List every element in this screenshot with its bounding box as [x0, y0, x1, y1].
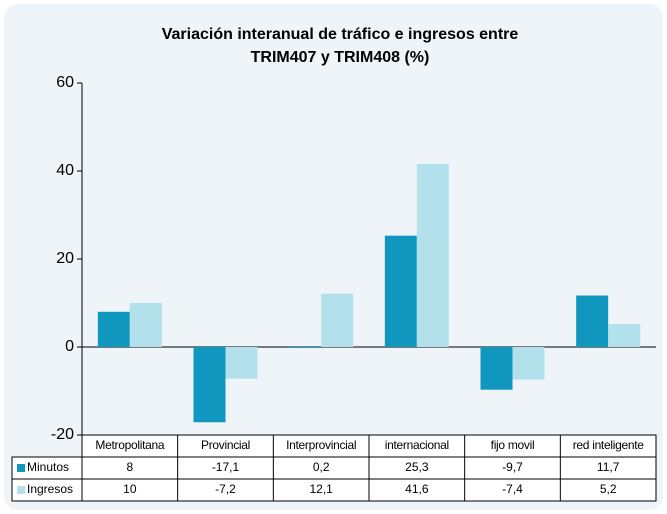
- y-tick-label: 0: [65, 338, 74, 355]
- data-label: 0,2: [313, 460, 330, 474]
- data-label: -9,7: [502, 460, 523, 474]
- data-label: 8: [126, 460, 133, 474]
- bar: [512, 347, 545, 380]
- x-tick-label: red inteligente: [573, 438, 645, 452]
- bar: [129, 303, 162, 347]
- data-label: 10: [123, 482, 137, 496]
- y-tick-label: 40: [56, 162, 74, 179]
- legend-swatch: [17, 486, 25, 494]
- bar: [576, 295, 609, 347]
- y-tick-label: 20: [56, 250, 74, 267]
- bar: [225, 347, 258, 379]
- bar: [416, 163, 449, 347]
- y-tick-label: -20: [51, 426, 74, 443]
- x-tick-label: fijo movil: [491, 438, 535, 452]
- chart-title: TRIM407 y TRIM408 (%): [251, 49, 430, 66]
- x-tick-label: Provincial: [201, 438, 250, 452]
- x-tick-label: internacional: [385, 438, 449, 452]
- data-label: -7,4: [502, 482, 523, 496]
- x-tick-label: Interprovincial: [286, 438, 356, 452]
- legend-label: Ingresos: [27, 482, 73, 496]
- bar: [193, 347, 226, 423]
- legend-swatch: [17, 464, 25, 472]
- data-label: -17,1: [212, 460, 240, 474]
- data-label: 41,6: [405, 482, 429, 496]
- bar: [480, 347, 513, 390]
- bar: [321, 293, 354, 347]
- y-tick-label: 60: [56, 74, 74, 91]
- chart-title: Variación interanual de tráfico e ingres…: [162, 26, 519, 43]
- bar: [97, 311, 130, 347]
- bar: [289, 346, 322, 347]
- x-tick-label: Metropolitana: [95, 438, 164, 452]
- data-label: -7,2: [215, 482, 236, 496]
- data-label: 12,1: [309, 482, 333, 496]
- bar: [384, 235, 417, 347]
- bar: [608, 324, 641, 347]
- data-label: 11,7: [597, 460, 620, 474]
- data-label: 25,3: [405, 460, 429, 474]
- chart-background: [4, 4, 663, 510]
- data-label: 5,2: [600, 482, 617, 496]
- legend-label: Minutos: [27, 460, 69, 474]
